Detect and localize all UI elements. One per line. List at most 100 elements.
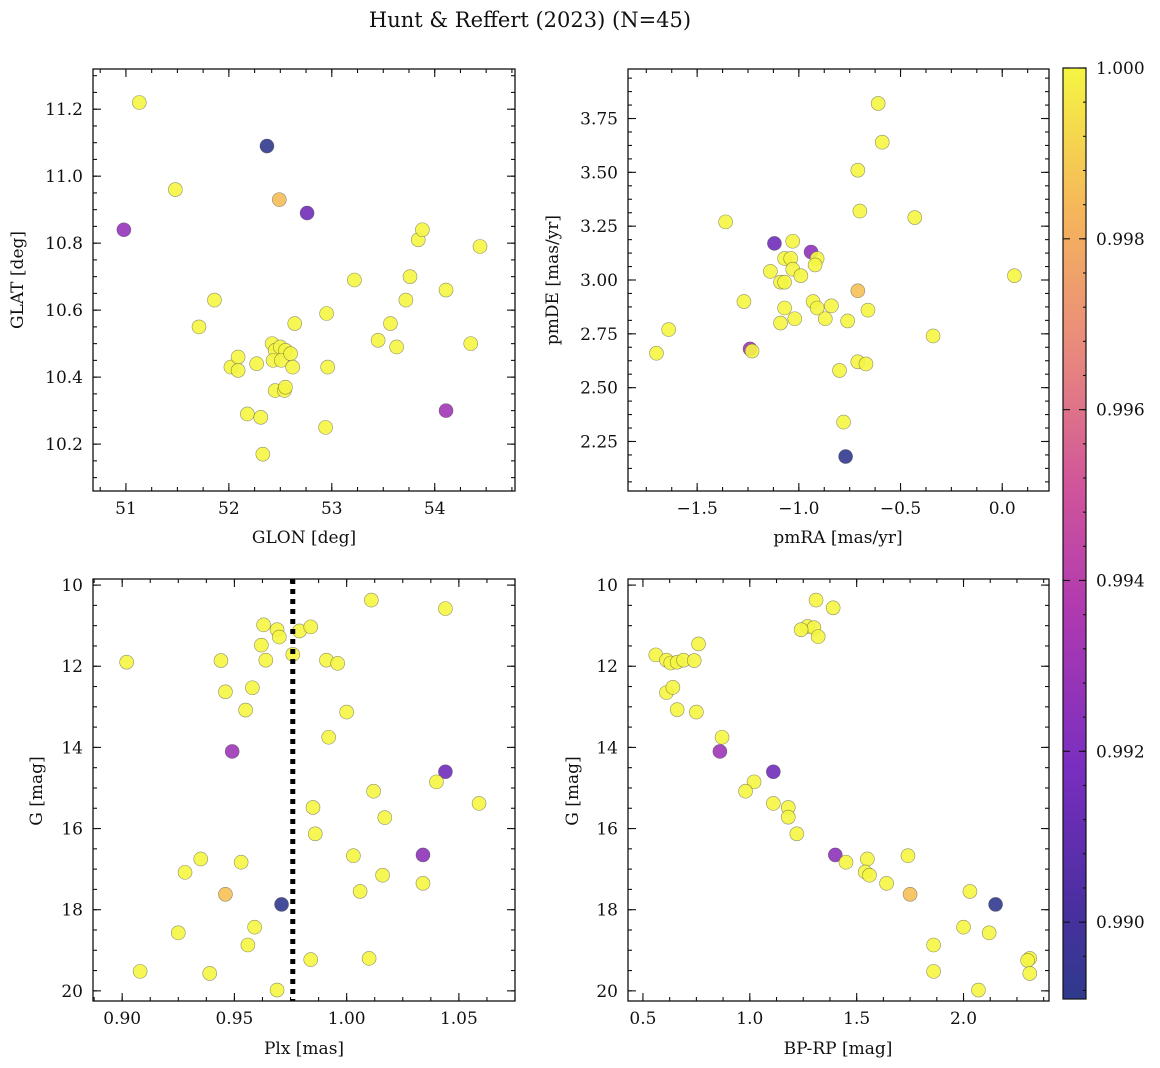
scatter-point [879,876,894,891]
y-tick-label: 12 [61,657,83,677]
axes-frame [627,578,1050,1002]
scatter-point [254,637,269,653]
scatter-point [258,652,274,668]
scatter-point [303,619,319,635]
scatter-point [383,316,398,331]
scatter-point [870,96,886,111]
y-axis-label: G [mag] [27,756,47,825]
scatter-point [793,622,809,638]
scatter-point [253,410,269,425]
scatter-point [347,272,362,288]
colorbar-tick-label: 0.992 [1096,742,1145,762]
scatter-point [247,919,262,935]
x-tick-label: 1.00 [328,1009,366,1029]
scatter-point [981,925,997,941]
scatter-point [274,897,289,912]
scatter-point [827,847,843,863]
x-tick-label: 0.5 [629,1009,656,1029]
scatter-point [389,339,404,355]
scatter-point [415,876,431,891]
x-tick-label: −1.5 [677,499,718,519]
scatter-point [789,826,805,842]
scatter-point [170,925,186,941]
y-tick-label: 20 [61,982,83,1002]
scatter-point [808,592,824,608]
x-tick-label: 52 [218,499,240,519]
panel-pmra-pmde: pmRA [mas/yr] pmDE [mas/yr] −1.5 −1.0 −0.5… [543,68,1050,548]
scatter-point [766,796,781,811]
scatter-point [773,315,788,331]
scatter-point [472,239,488,254]
y-tick-label: 10.8 [45,234,83,254]
scatter-point [850,283,866,299]
scatter-point [661,322,676,337]
scatter-point [962,884,978,899]
scatter-point [177,865,193,880]
scatter-point [850,162,866,178]
scatter-point [1007,268,1022,283]
y-axis-label: GLAT [deg] [8,231,28,329]
scatter-point [366,783,381,799]
scatter-point [415,222,430,238]
x-tick-label: 0.90 [103,1009,141,1029]
scatter-point [132,95,147,110]
scatter-point [840,313,855,329]
x-axis-label: pmRA [mas/yr] [773,528,902,548]
scatter-point [686,653,702,668]
scatter-point [238,702,253,718]
scatter-point [438,601,453,616]
x-axis-label: GLON [deg] [252,528,356,548]
scatter-point [438,403,454,418]
scatter-point [824,298,839,314]
scatter-point [902,886,918,902]
y-tick-label: 20 [596,982,618,1002]
y-tick-label: 10.4 [45,368,83,388]
scatter-point [988,897,1003,912]
scatter-point [202,966,218,981]
scatter-point [415,847,431,863]
scatter-point [285,359,300,375]
y-tick-label: 3.00 [580,271,618,291]
scatter-point [193,851,209,867]
y-tick-label: 11.0 [45,167,83,187]
scatter-point [245,680,260,696]
scatter-point [793,268,809,283]
scatter-point [259,138,275,154]
scatter-point [256,617,271,633]
scatter-point [119,654,134,670]
scatter-point [766,764,781,780]
scatter-point [860,851,875,867]
y-tick-label: 14 [596,738,618,758]
scatter-point [665,680,681,695]
scatter-point [271,192,287,207]
scatter-point [780,809,796,825]
scatter-point [907,210,923,225]
x-tick-label: 2.0 [950,1009,977,1029]
colorbar-tick-label: 0.994 [1096,571,1145,591]
panel-glon-glat: GLON [deg] GLAT [deg] 51 52 53 54 10.2 10.4 10… [8,68,516,548]
scatter-point [956,919,971,935]
scatter-point [718,214,733,230]
scatter-point [398,292,414,308]
y-tick-label: 10.2 [45,435,83,455]
axes-frame [92,578,516,1002]
scatter-point [744,343,760,359]
scatter-point [746,774,762,790]
scatter-point [807,257,823,273]
scatter-point [370,332,386,348]
colorbar-tick-label: 0.996 [1096,401,1145,421]
scatter-point [218,886,233,902]
scatter-point [971,982,986,998]
x-axis-label: BP-RP [mag] [784,1039,893,1059]
scatter-point [402,269,418,284]
axes-frame [627,68,1050,492]
scatter-point [230,363,246,378]
scatter-point [429,774,444,790]
x-tick-label: 53 [321,499,343,519]
scatter-point [352,884,368,899]
scatter-point [838,449,853,464]
scatter-point [838,854,854,870]
scatter-point [305,800,321,815]
colorbar-tick-label: 1.000 [1096,59,1145,79]
y-tick-label: 3.75 [580,110,618,130]
